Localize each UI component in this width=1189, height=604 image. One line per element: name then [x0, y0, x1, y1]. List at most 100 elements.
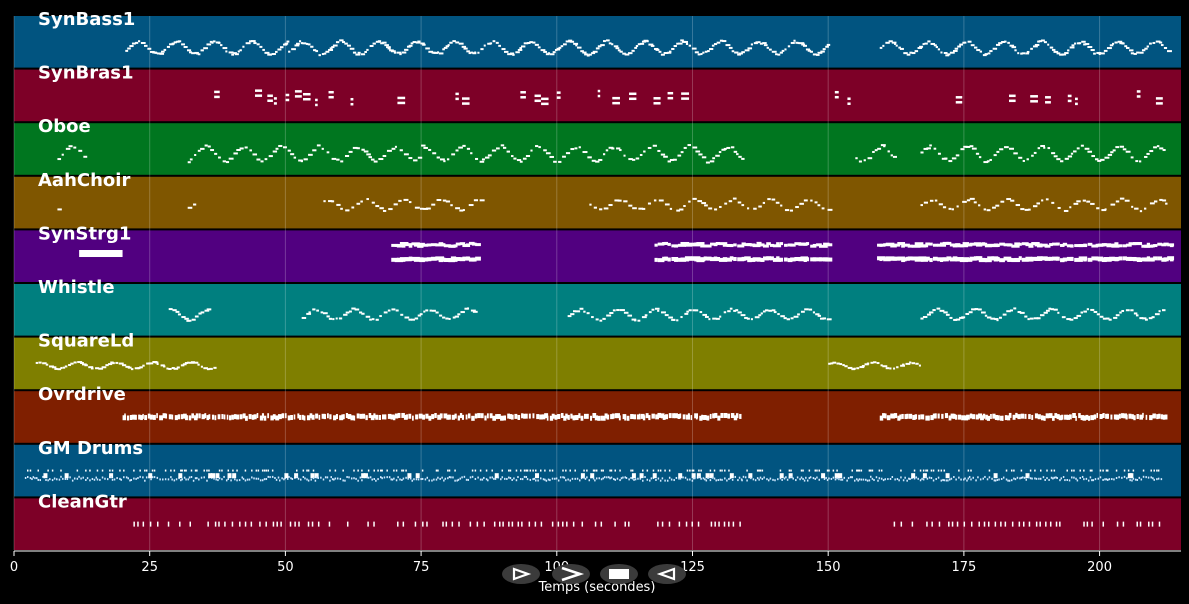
note [692, 477, 695, 480]
note [857, 479, 859, 482]
rewind-button[interactable] [648, 564, 686, 584]
track-label-whistle: Whistle [38, 277, 115, 298]
note [382, 209, 387, 212]
note [303, 97, 311, 101]
note [995, 43, 1001, 46]
note [667, 242, 671, 246]
note [541, 414, 546, 420]
note [523, 475, 526, 478]
note [246, 478, 249, 481]
note [312, 469, 315, 472]
note [1074, 244, 1083, 248]
note [980, 415, 984, 421]
note [1106, 469, 1109, 472]
note [497, 476, 500, 479]
note [493, 477, 495, 480]
note [298, 40, 302, 43]
note [1151, 244, 1155, 248]
note [217, 479, 219, 482]
note [552, 51, 556, 54]
forward-button[interactable] [552, 564, 590, 584]
note [677, 154, 682, 157]
x-tick-label: 200 [1087, 560, 1112, 575]
note [110, 476, 113, 479]
note [1144, 47, 1148, 50]
note [639, 473, 644, 479]
note [1069, 414, 1072, 420]
note [746, 317, 750, 320]
note [232, 469, 234, 472]
note [733, 415, 738, 421]
note [996, 150, 1000, 153]
note [166, 45, 170, 48]
note [85, 469, 87, 472]
note [1028, 208, 1031, 211]
note [723, 521, 726, 527]
note [1090, 49, 1095, 52]
note [631, 49, 635, 52]
note [208, 473, 213, 479]
note [455, 41, 460, 44]
note [965, 145, 971, 148]
note [1106, 478, 1109, 481]
note [795, 206, 799, 209]
note [60, 475, 62, 478]
note [1020, 413, 1025, 419]
note [79, 250, 123, 258]
note [906, 479, 908, 482]
play-button[interactable] [502, 564, 540, 584]
note [154, 51, 158, 54]
note [691, 521, 694, 527]
stop-button[interactable] [600, 564, 638, 584]
track-lane [14, 230, 1181, 282]
note [1096, 313, 1100, 316]
note [793, 315, 799, 318]
note [1117, 40, 1123, 43]
note [1158, 413, 1161, 419]
note [277, 476, 280, 479]
note [769, 477, 772, 480]
note [1030, 95, 1038, 98]
note [251, 414, 255, 420]
note [452, 316, 456, 319]
note [832, 469, 835, 472]
note [1066, 478, 1068, 481]
note [735, 413, 739, 419]
note [769, 243, 774, 247]
note [475, 157, 479, 160]
note [935, 46, 938, 49]
note [1066, 414, 1070, 420]
note [1151, 521, 1154, 527]
note [973, 201, 977, 204]
note [145, 469, 148, 472]
note [234, 478, 236, 481]
note [312, 308, 316, 311]
note [234, 53, 239, 56]
note [716, 41, 721, 44]
note [662, 414, 666, 420]
note [431, 479, 433, 482]
note [529, 41, 533, 44]
note [988, 476, 991, 479]
note [192, 479, 195, 482]
note [600, 478, 603, 481]
note [520, 96, 526, 99]
note [137, 477, 139, 480]
note [1039, 477, 1042, 480]
note [339, 477, 342, 480]
note [1035, 477, 1038, 480]
note [294, 521, 296, 527]
note [64, 365, 68, 368]
note [1013, 152, 1018, 155]
note [1121, 413, 1124, 419]
note [381, 469, 383, 472]
note [1111, 244, 1120, 248]
note [942, 478, 944, 481]
note [357, 51, 361, 54]
note [386, 476, 388, 479]
note [417, 156, 423, 159]
note [408, 256, 413, 261]
note [999, 242, 1005, 246]
note [1054, 413, 1058, 419]
note [29, 469, 32, 472]
